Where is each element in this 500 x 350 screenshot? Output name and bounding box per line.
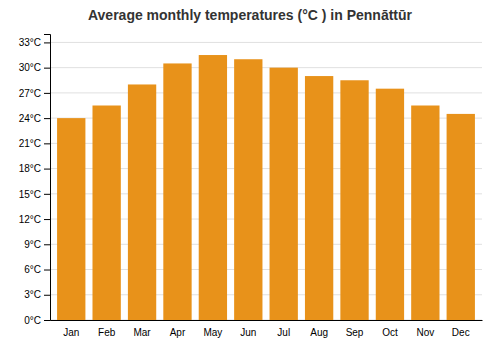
bars (57, 55, 475, 320)
x-tick-label: Dec (452, 327, 470, 338)
y-tick-mark (44, 93, 50, 94)
y-tick-mark (44, 295, 50, 296)
y-tick-label: 33°C (19, 37, 41, 48)
bar (305, 76, 333, 320)
y-tick-mark (44, 320, 50, 321)
y-tick: 21°C (19, 138, 50, 149)
y-tick: 24°C (19, 113, 50, 124)
x-tick-label: Aug (310, 327, 328, 338)
y-tick-label: 6°C (24, 264, 41, 275)
y-tick: 33°C (19, 37, 50, 48)
x-tick-label: Sep (346, 327, 364, 338)
grid-line (50, 42, 482, 43)
y-tick-label: 30°C (19, 62, 41, 73)
x-tick-label: Jun (240, 327, 256, 338)
x-tick-label: Jul (277, 327, 290, 338)
y-tick: 12°C (19, 214, 50, 225)
y-tick-mark (44, 42, 50, 43)
x-tick-label: May (203, 327, 222, 338)
x-tick-label: Apr (170, 327, 186, 338)
y-tick-label: 21°C (19, 138, 41, 149)
bar (163, 63, 191, 320)
y-tick: 15°C (19, 189, 50, 200)
y-tick-mark (44, 68, 50, 69)
y-tick-label: 12°C (19, 214, 41, 225)
x-tick-label: Oct (382, 327, 398, 338)
bar (340, 80, 368, 320)
grid-line (50, 67, 482, 68)
x-axis-line (51, 320, 483, 321)
x-tick: May (203, 327, 222, 338)
y-tick-mark (44, 169, 50, 170)
y-tick: 30°C (19, 62, 50, 73)
bar (447, 114, 475, 320)
y-tick-label: 24°C (19, 113, 41, 124)
y-axis-line (44, 35, 51, 321)
x-tick: Feb (98, 327, 116, 338)
x-tick: Aug (310, 327, 328, 338)
plot-area: 0°C 3°C 6°C 9°C 12°C 15°C 18°C 21°C 24°C 27°C 30°C… (19, 35, 483, 339)
x-tick-label: Nov (416, 327, 434, 338)
y-tick-label: 0°C (24, 315, 41, 326)
bar (376, 89, 404, 320)
y-tick: 18°C (19, 163, 50, 174)
x-tick-label: Mar (133, 327, 151, 338)
chart: 0°C 3°C 6°C 9°C 12°C 15°C 18°C 21°C 24°C 27°C 30°C… (0, 0, 500, 350)
y-axis: 0°C 3°C 6°C 9°C 12°C 15°C 18°C 21°C 24°C 27°C 30°C… (19, 35, 51, 326)
x-tick-label: Jan (63, 327, 79, 338)
x-tick-label: Feb (98, 327, 116, 338)
y-tick-mark (44, 194, 50, 195)
bar (270, 68, 298, 320)
x-tick: Sep (346, 327, 364, 338)
y-tick-label: 3°C (24, 289, 41, 300)
y-tick-mark (44, 270, 50, 271)
y-tick: 27°C (19, 88, 50, 99)
bar (411, 106, 439, 321)
y-tick: 6°C (24, 264, 50, 275)
title: Average monthly temperatures (°C ) in Pe… (88, 7, 413, 23)
bar (234, 59, 262, 320)
y-tick-mark (44, 244, 50, 245)
x-tick: Jul (277, 327, 290, 338)
x-tick: Mar (133, 327, 151, 338)
bar (57, 118, 85, 320)
x-tick: Jun (240, 327, 256, 338)
bar (92, 106, 120, 321)
y-tick-mark (44, 143, 50, 144)
x-axis: Jan Feb Mar Apr May Jun Jul Aug Sep Oct Nov Dec (51, 321, 483, 339)
grid-line (50, 92, 482, 93)
y-tick-label: 27°C (19, 88, 41, 99)
y-tick-mark (44, 219, 50, 220)
x-tick: Nov (416, 327, 434, 338)
x-tick: Oct (382, 327, 398, 338)
x-tick: Dec (452, 327, 470, 338)
y-tick-label: 9°C (24, 239, 41, 250)
grid (50, 42, 482, 320)
y-tick-label: 15°C (19, 189, 41, 200)
y-tick: 3°C (24, 289, 50, 300)
y-tick: 9°C (24, 239, 50, 250)
bar (128, 84, 156, 320)
bar (199, 55, 227, 320)
x-tick: Apr (170, 327, 186, 338)
y-tick-label: 18°C (19, 163, 41, 174)
y-tick-mark (44, 118, 50, 119)
x-tick: Jan (63, 327, 79, 338)
y-tick: 0°C (24, 315, 50, 326)
